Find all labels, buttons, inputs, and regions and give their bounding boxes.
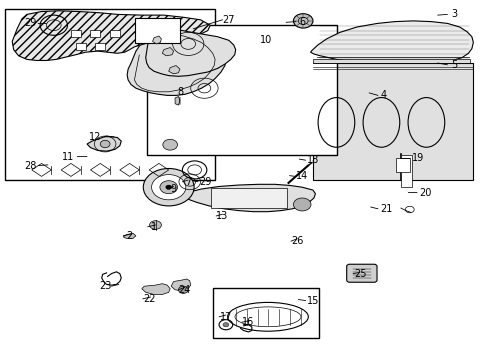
Text: 6: 6	[299, 17, 305, 27]
Polygon shape	[142, 284, 170, 294]
Text: 28: 28	[24, 161, 37, 171]
Bar	[212, 288, 319, 338]
Text: 10: 10	[260, 35, 272, 45]
Bar	[400, 155, 411, 187]
Circle shape	[100, 140, 110, 148]
Polygon shape	[180, 184, 315, 212]
Bar	[395, 158, 409, 172]
Text: 25: 25	[354, 269, 366, 279]
Polygon shape	[168, 66, 180, 74]
FancyBboxPatch shape	[346, 264, 376, 282]
Polygon shape	[312, 63, 472, 180]
Text: 21: 21	[379, 204, 392, 214]
Circle shape	[160, 181, 177, 194]
Polygon shape	[152, 36, 161, 44]
Text: 8: 8	[177, 87, 183, 97]
Bar	[5, 9, 215, 180]
Text: 19: 19	[411, 153, 424, 163]
Bar	[90, 30, 100, 37]
Polygon shape	[171, 279, 190, 291]
Circle shape	[151, 175, 185, 200]
Text: 23: 23	[99, 281, 111, 291]
Circle shape	[143, 168, 194, 206]
Text: 26: 26	[290, 236, 303, 246]
Text: 16: 16	[242, 317, 254, 327]
Polygon shape	[12, 11, 210, 60]
Text: 24: 24	[178, 285, 191, 295]
Circle shape	[293, 14, 312, 28]
Polygon shape	[127, 31, 225, 95]
Bar	[312, 59, 469, 63]
Circle shape	[293, 198, 310, 211]
Text: 14: 14	[295, 171, 308, 181]
Bar	[211, 188, 286, 208]
Text: 7: 7	[185, 177, 191, 187]
Text: 1: 1	[151, 222, 157, 232]
Bar	[110, 30, 120, 37]
Bar	[71, 30, 81, 37]
Text: 13: 13	[216, 211, 228, 221]
Text: 27: 27	[222, 15, 235, 25]
Text: 11: 11	[62, 152, 75, 162]
Text: 2: 2	[126, 231, 132, 241]
Text: 4: 4	[380, 90, 386, 100]
Text: 15: 15	[306, 296, 319, 306]
Bar	[76, 43, 85, 50]
Polygon shape	[162, 48, 173, 56]
Circle shape	[178, 286, 188, 293]
Polygon shape	[310, 21, 472, 62]
Text: 3: 3	[451, 9, 457, 19]
Circle shape	[149, 221, 161, 229]
Bar	[146, 25, 337, 155]
Text: 12: 12	[89, 132, 102, 142]
Text: 17: 17	[219, 312, 232, 322]
Text: 22: 22	[142, 294, 155, 304]
Text: 29: 29	[199, 177, 211, 187]
Text: 20: 20	[418, 188, 431, 198]
Polygon shape	[123, 233, 136, 238]
Text: 29: 29	[24, 18, 37, 28]
Circle shape	[165, 185, 171, 189]
Circle shape	[163, 139, 177, 150]
Text: 9: 9	[170, 184, 176, 194]
FancyBboxPatch shape	[135, 18, 180, 43]
Polygon shape	[175, 96, 180, 105]
Text: 5: 5	[451, 60, 457, 70]
Polygon shape	[145, 28, 235, 76]
Polygon shape	[87, 136, 121, 151]
Text: 18: 18	[306, 155, 319, 165]
Circle shape	[223, 323, 228, 327]
Bar	[95, 43, 105, 50]
